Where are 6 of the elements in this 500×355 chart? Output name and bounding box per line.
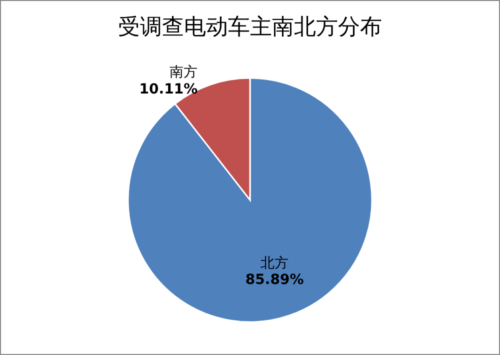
- data-label: 10.11%: [139, 81, 198, 98]
- pie-slice: [127, 77, 373, 323]
- chart-title: 受调查电动车主南北方分布: [118, 15, 382, 40]
- slice-label: 北方: [260, 255, 289, 272]
- data-label: 85.89%: [245, 272, 304, 288]
- slice-label: 南方: [170, 64, 198, 81]
